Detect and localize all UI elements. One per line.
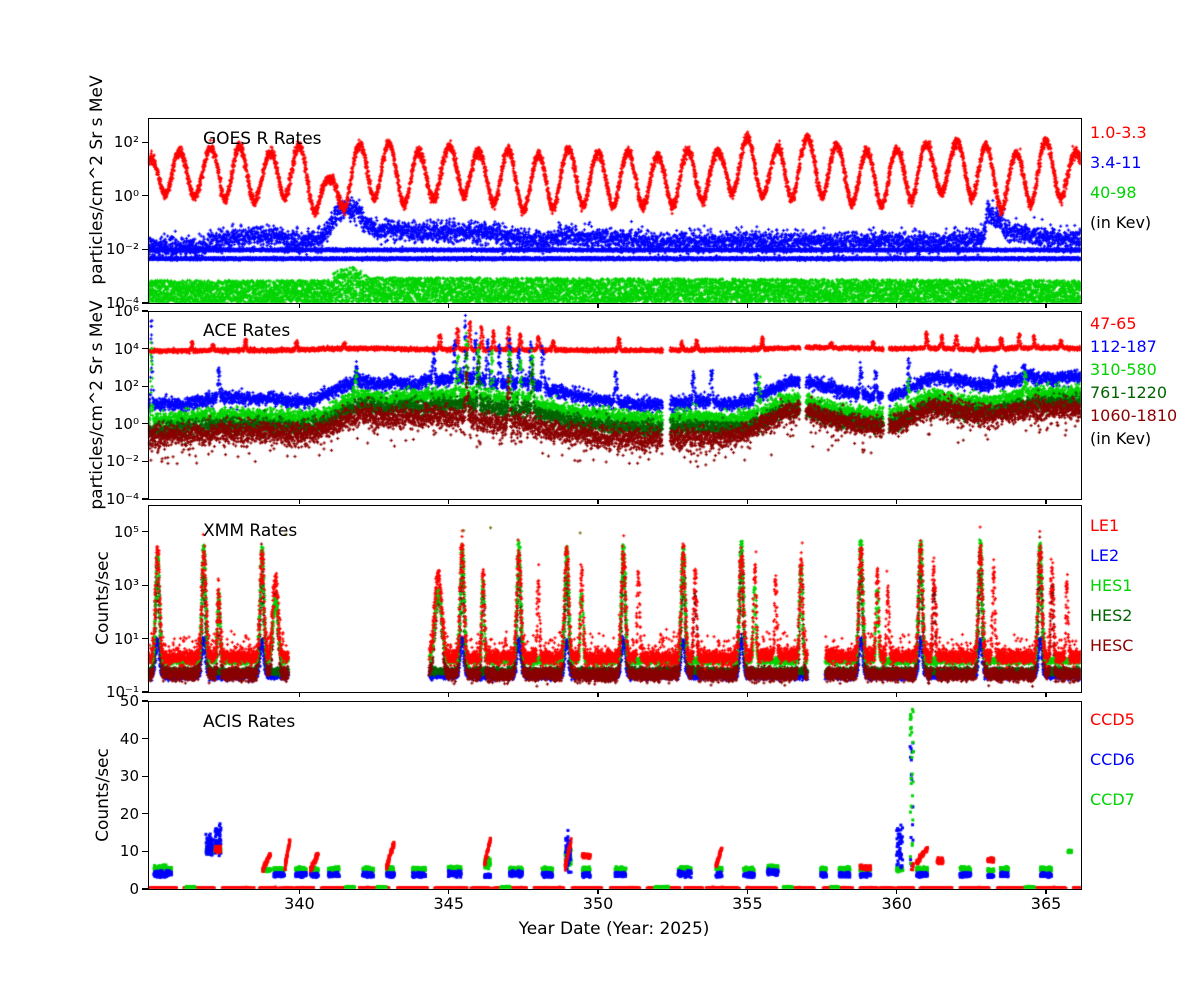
xmm-x-tick (298, 692, 300, 697)
ace-x-tick (597, 499, 599, 504)
legend-goes-band2: 3.4-11 (1090, 153, 1142, 172)
acis-x-tick (597, 889, 599, 894)
legend-ace-band5: 1060-1810 (1090, 406, 1178, 425)
legend-ace-band1: 47-65 (1090, 314, 1137, 333)
xmm-y-tick (142, 584, 148, 586)
legend-goes-band3: 40-98 (1090, 183, 1137, 202)
goes-y-tick-label: 10⁰ (113, 186, 139, 205)
goes-y-tick (142, 195, 148, 197)
acis-x-tick (1045, 889, 1047, 894)
legend-xmm-hes1: HES1 (1090, 576, 1133, 595)
ace-x-tick (298, 499, 300, 504)
acis-y-tick (142, 888, 148, 890)
xmm-x-tick (448, 692, 450, 697)
goes-x-tick (1045, 303, 1047, 308)
ace-x-tick (448, 499, 450, 504)
legend-xmm-le2: LE2 (1090, 546, 1120, 565)
acis-y-tick-label: 30 (119, 767, 139, 786)
ace-y-tick (142, 423, 148, 425)
panel-ace-title: ACE Rates (203, 321, 291, 341)
goes-y-tick-label: 10² (113, 133, 139, 152)
acis-y-tick-label: 50 (119, 692, 139, 710)
ace-x-tick (1045, 499, 1047, 504)
legend-acis-ccd7: CCD7 (1090, 790, 1135, 809)
legend-xmm-hes2: HES2 (1090, 606, 1133, 625)
acis-x-tick (298, 889, 300, 894)
goes-x-tick (896, 303, 898, 308)
legend-acis-ccd5: CCD5 (1090, 710, 1135, 729)
legend-goes-band1: 1.0-3.3 (1090, 123, 1147, 142)
ace-y-tick-label: 10⁴ (113, 339, 139, 358)
acis-y-tick (142, 738, 148, 740)
x-tick-label: 340 (284, 894, 315, 913)
goes-y-axis-label: particles/cm^2 Sr s MeV (87, 75, 107, 285)
goes-y-tick-label: 10⁻² (105, 240, 139, 259)
ace-x-tick (896, 499, 898, 504)
ace-y-tick-label: 10² (113, 377, 139, 396)
panel-acis-title: ACIS Rates (203, 712, 296, 732)
panel-goes-title: GOES R Rates (203, 129, 322, 149)
goes-y-tick (142, 248, 148, 250)
goes-y-tick (142, 302, 148, 304)
goes-x-tick (298, 303, 300, 308)
acis-y-tick-label: 20 (119, 804, 139, 823)
x-tick-label: 350 (582, 894, 614, 913)
acis-y-tick (142, 700, 148, 702)
ace-y-tick-label: 10⁶ (113, 302, 139, 320)
xmm-y-tick-label: 10⁻¹ (105, 683, 139, 701)
xmm-y-tick (142, 637, 148, 640)
ace-y-tick (142, 348, 148, 350)
acis-x-tick (448, 889, 450, 894)
acis-y-tick (142, 813, 148, 815)
xmm-x-tick (746, 692, 748, 697)
legend-ace-band2: 112-187 (1090, 337, 1157, 356)
xmm-x-tick (1045, 692, 1047, 697)
x-axis-label: Year Date (Year: 2025) (518, 919, 710, 939)
legend-xmm-hesc: HESC (1090, 636, 1134, 655)
acis-y-tick (142, 850, 148, 852)
xmm-x-tick (896, 692, 898, 697)
ace-x-tick (746, 499, 748, 504)
acis-y-tick (142, 775, 148, 777)
ace-y-tick-label: 10⁻⁴ (105, 490, 139, 508)
ace-y-tick-label: 10⁻² (105, 452, 139, 471)
xmm-y-axis-label: Counts/sec (93, 551, 113, 645)
xmm-x-tick (597, 692, 599, 697)
acis-y-tick-label: 0 (129, 880, 139, 898)
xmm-y-tick-label: 10³ (113, 576, 139, 595)
xmm-y-tick (142, 531, 148, 533)
goes-x-tick (597, 303, 599, 308)
ace-y-tick (142, 385, 148, 387)
x-tick-label: 360 (881, 894, 912, 913)
x-tick-label: 345 (433, 894, 465, 913)
legend-acis-ccd6: CCD6 (1090, 750, 1135, 769)
acis-y-axis-label: Counts/sec (93, 748, 113, 842)
acis-y-tick-label: 40 (119, 729, 139, 748)
legend-ace-band4: 761-1220 (1090, 383, 1168, 402)
xmm-y-tick-label: 10⁵ (113, 522, 139, 541)
acis-x-tick (746, 889, 748, 894)
ace-y-tick (142, 460, 148, 462)
acis-y-tick-label: 10 (119, 842, 139, 861)
legend-xmm-le1: LE1 (1090, 516, 1120, 535)
x-tick-label: 365 (1030, 894, 1062, 913)
goes-x-tick (448, 303, 450, 308)
xmm-y-tick-label: 10¹ (113, 629, 139, 648)
ace-y-tick (142, 310, 148, 312)
acis-x-tick (896, 889, 898, 894)
legend-goes-units: (in Kev) (1090, 213, 1152, 232)
legend-ace-band3: 310-580 (1090, 360, 1157, 379)
panel-xmm-title: XMM Rates (203, 521, 298, 541)
xmm-y-tick (142, 691, 148, 693)
ace-y-tick-label: 10⁰ (113, 414, 139, 433)
legend-ace-units: (in Kev) (1090, 429, 1152, 448)
x-tick-label: 355 (732, 894, 763, 913)
ace-y-tick (142, 498, 148, 500)
goes-y-tick-label: 10⁻⁴ (105, 294, 139, 312)
goes-y-tick (142, 141, 148, 143)
goes-x-tick (746, 303, 748, 308)
ace-y-axis-label: particles/cm^2 Sr s MeV (87, 300, 107, 510)
